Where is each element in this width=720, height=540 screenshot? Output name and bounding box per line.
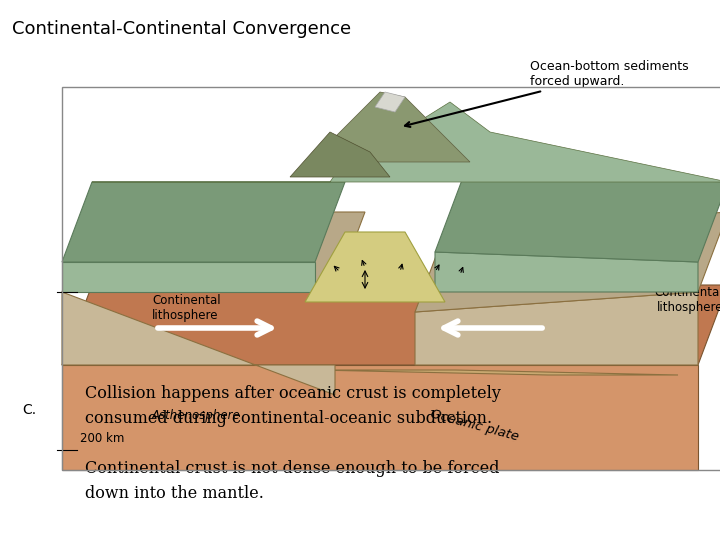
Polygon shape — [415, 292, 698, 365]
Polygon shape — [315, 370, 678, 375]
Polygon shape — [62, 262, 315, 292]
Polygon shape — [435, 252, 698, 292]
Text: Ocean-bottom sediments
forced upward.: Ocean-bottom sediments forced upward. — [405, 60, 688, 127]
Text: Continental
lithosphere: Continental lithosphere — [654, 286, 720, 314]
Text: Continental-Continental Convergence: Continental-Continental Convergence — [12, 20, 351, 38]
Polygon shape — [305, 232, 445, 302]
Polygon shape — [290, 132, 390, 177]
Text: Continental crust is not dense enough to be forced
down into the mantle.: Continental crust is not dense enough to… — [85, 460, 500, 502]
Text: 200 km: 200 km — [80, 432, 125, 445]
Text: C.: C. — [22, 403, 36, 417]
Polygon shape — [92, 102, 720, 182]
Text: Collision happens after oceanic crust is completely
consumed during continental-: Collision happens after oceanic crust is… — [85, 385, 501, 427]
Polygon shape — [62, 182, 345, 262]
Polygon shape — [375, 92, 405, 112]
Polygon shape — [415, 212, 720, 312]
Polygon shape — [62, 285, 720, 365]
Text: Oceanic plate: Oceanic plate — [429, 407, 521, 443]
Text: Asthenosphere: Asthenosphere — [152, 408, 240, 422]
Polygon shape — [310, 92, 470, 162]
Text: 100 km: 100 km — [80, 274, 125, 287]
Polygon shape — [62, 212, 365, 292]
Text: Continental
lithosphere: Continental lithosphere — [152, 294, 220, 322]
Polygon shape — [62, 292, 335, 395]
Polygon shape — [62, 365, 698, 470]
Polygon shape — [435, 172, 720, 262]
